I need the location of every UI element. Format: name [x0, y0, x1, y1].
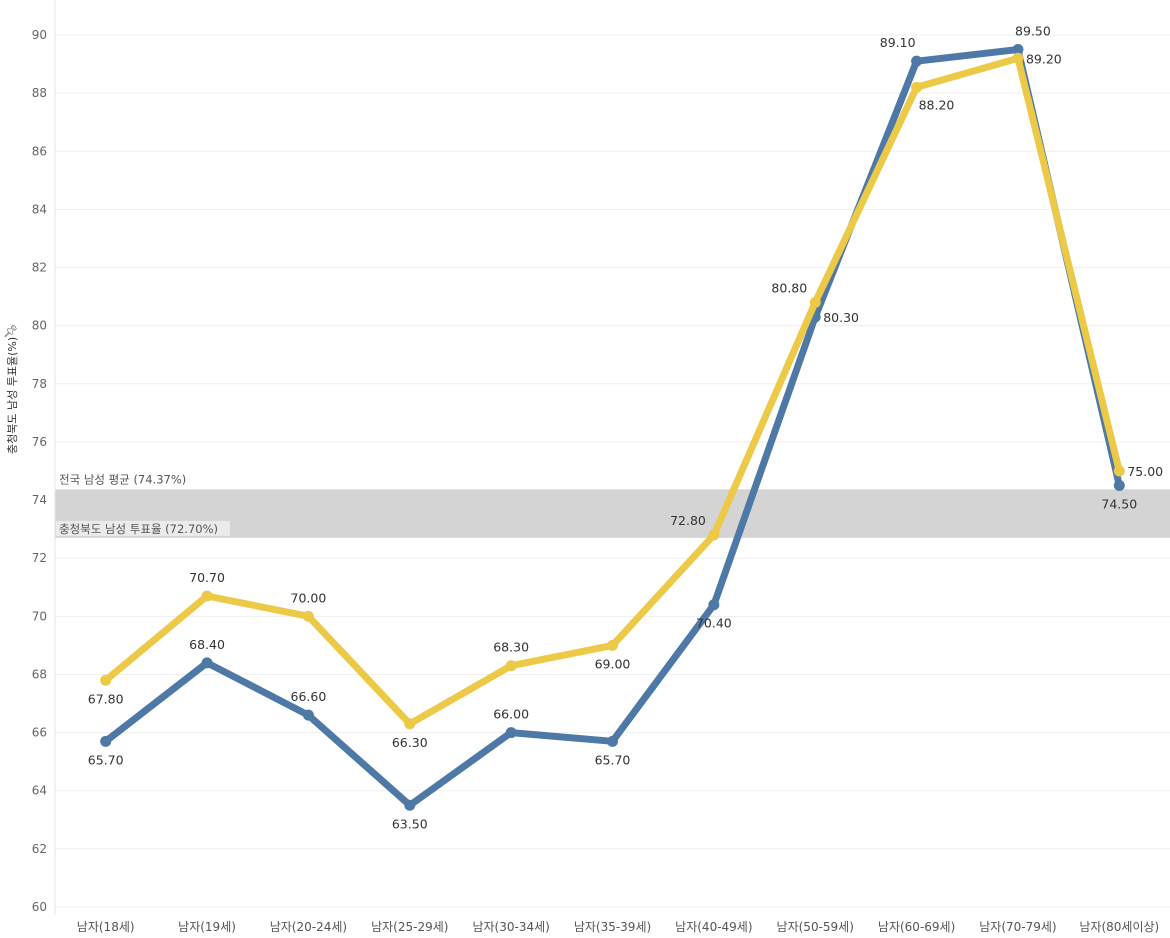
reference-label-national: 전국 남성 평균 (74.37%): [59, 472, 186, 486]
y-axis-title-wrap: 충청북도 남성 투표율(%): [3, 326, 19, 456]
reference-label-bg: [56, 520, 230, 536]
data-label: 80.30: [823, 310, 859, 325]
data-label: 63.50: [392, 816, 428, 831]
data-point: [302, 709, 314, 721]
y-axis-title: 충청북도 남성 투표율(%): [6, 336, 19, 454]
y-tick-label: 70: [32, 609, 47, 623]
data-point: [100, 735, 112, 747]
y-tick-label: 74: [32, 493, 47, 507]
data-label: 72.80: [670, 513, 706, 528]
data-point: [302, 610, 314, 622]
data-point: [607, 639, 618, 651]
data-label: 70.00: [291, 590, 327, 605]
data-label: 66.30: [392, 735, 428, 750]
y-tick-label: 66: [32, 726, 47, 740]
data-point: [911, 55, 923, 67]
series-line-0: [102, 46, 1123, 809]
data-label: 80.80: [771, 280, 807, 295]
data-point: [404, 799, 416, 811]
x-tick-label: 남자(18세): [77, 920, 135, 934]
y-tick-label: 60: [32, 900, 47, 914]
y-tick-label: 62: [32, 842, 47, 856]
x-tick-label: 남자(60-69세): [878, 920, 955, 934]
data-point: [505, 660, 517, 672]
data-label: 70.40: [696, 616, 732, 631]
reference-band: 전국 남성 평균 (74.37%) 충청북도 남성 투표율 (72.70%): [55, 472, 1170, 538]
y-tick-label: 88: [32, 86, 47, 100]
data-point: [201, 657, 213, 669]
series-line-1: [102, 54, 1123, 728]
data-label: 65.70: [88, 752, 124, 767]
y-tick-label: 84: [32, 202, 47, 216]
x-tick-label: 남자(40-49세): [675, 920, 752, 934]
data-point: [708, 599, 720, 611]
pin-icon[interactable]: 📌︎: [3, 324, 19, 338]
data-label: 70.70: [189, 570, 225, 585]
y-tick-label: 86: [32, 144, 47, 158]
data-point: [505, 727, 517, 739]
y-tick-label: 76: [32, 435, 47, 449]
series-layer: [100, 44, 1125, 811]
y-axis: 60 62 64 66 68 70 72 74 76 78 80 82 84 86 88 90: [32, 0, 56, 915]
y-tick-label: 64: [32, 784, 47, 798]
x-tick-label: 남자(19세): [178, 920, 236, 934]
x-tick-label: 남자(35-39세): [574, 920, 651, 934]
reference-label-chungbuk: 충청북도 남성 투표율 (72.70%): [59, 522, 218, 536]
y-tick-label: 78: [32, 377, 47, 391]
data-label: 67.80: [88, 691, 124, 706]
y-tick-label: 68: [32, 667, 47, 681]
data-label: 89.20: [1026, 51, 1062, 66]
data-point: [1113, 465, 1125, 477]
data-label: 89.50: [1015, 24, 1051, 39]
y-tick-label: 72: [32, 551, 47, 565]
data-point: [201, 590, 213, 602]
x-axis: 남자(18세) 남자(19세) 남자(20-24세) 남자(25-29세) 남자(30-…: [77, 920, 1159, 934]
data-label: 65.70: [595, 752, 631, 767]
data-label: 66.00: [493, 707, 529, 722]
data-label: 68.30: [493, 640, 529, 655]
gridlines: [55, 34, 1170, 908]
data-point: [1113, 480, 1125, 492]
data-point: [607, 735, 618, 747]
x-tick-label: 남자(20-24세): [270, 920, 347, 934]
data-label: 88.20: [919, 97, 955, 112]
y-tick-label: 82: [32, 261, 47, 275]
data-point: [809, 296, 821, 308]
data-label: 75.00: [1127, 464, 1163, 479]
y-tick-label: 90: [32, 28, 47, 42]
data-label: 66.60: [291, 689, 327, 704]
reference-band-rect: [55, 489, 1170, 538]
data-label: 69.00: [595, 656, 631, 671]
data-labels: 65.70 68.40 66.60 63.50 66.00 65.70 70.40 80.30…: [88, 24, 1163, 832]
x-tick-label: 남자(25-29세): [371, 920, 448, 934]
data-point: [911, 81, 923, 93]
data-point: [1012, 44, 1024, 56]
data-label: 74.50: [1101, 497, 1137, 512]
data-point: [1012, 52, 1024, 64]
x-tick-label: 남자(30-34세): [472, 920, 549, 934]
data-label: 68.40: [189, 637, 225, 652]
y-tick-label: 80: [32, 319, 47, 333]
data-point: [404, 718, 416, 730]
data-point: [708, 529, 720, 541]
x-tick-label: 남자(80세이상): [1079, 920, 1159, 934]
data-label: 89.10: [880, 35, 916, 50]
x-tick-label: 남자(70-79세): [979, 920, 1056, 934]
x-tick-label: 남자(50-59세): [777, 920, 854, 934]
data-point: [100, 674, 112, 686]
